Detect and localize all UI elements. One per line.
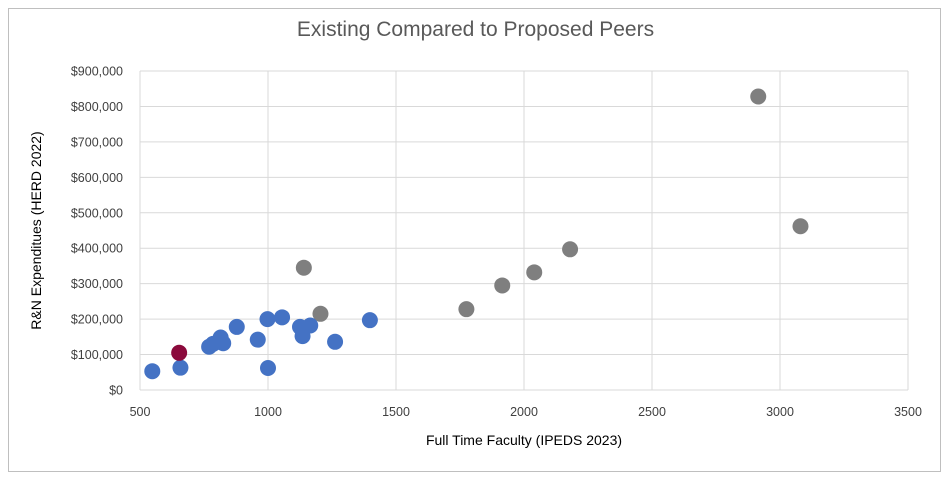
x-tick-labels: 500 1000 1500 2000 2500 3000 3500 [130,405,922,419]
data-point [228,318,245,335]
data-point [260,360,276,377]
data-point [312,305,329,322]
data-point [249,331,266,348]
data-point [792,218,809,235]
y-tick-label: $100,000 [71,348,123,362]
y-tick-label: $800,000 [71,100,123,114]
data-point [750,88,767,105]
chart-frame [8,8,941,472]
data-point [295,259,312,276]
grid-lines [139,70,909,391]
data-point [327,333,344,350]
data-point [274,309,291,326]
y-tick-label: $700,000 [71,135,123,149]
data-point [144,363,161,380]
data-point [302,317,319,334]
data-point [172,359,189,376]
x-tick-label: 1000 [254,405,282,419]
y-tick-label: $600,000 [71,171,123,185]
data-point [215,335,232,352]
data-point [526,264,543,281]
y-axis-title: R&N Expenditues (HERD 2022) [28,131,44,329]
y-tick-label: $0 [109,384,123,398]
data-point [458,301,475,318]
y-tick-label: $900,000 [71,65,123,79]
chart-title: Existing Compared to Proposed Peers [296,18,655,41]
x-tick-label: 2000 [510,405,538,419]
y-tick-labels: $0 $100,000 $200,000 $300,000 $400,000 $500,0… [71,65,123,398]
y-tick-label: $500,000 [71,206,123,220]
x-tick-label: 3000 [766,405,794,419]
x-tick-label: 500 [130,405,151,419]
data-point [494,277,511,294]
x-tick-label: 1500 [382,405,410,419]
data-point [361,312,378,329]
x-tick-label: 3500 [894,405,922,419]
data-points [144,88,809,380]
y-tick-label: $400,000 [71,242,123,256]
data-point [171,344,188,361]
data-point [259,311,276,328]
x-tick-label: 2500 [638,405,666,419]
y-tick-label: $300,000 [71,277,123,291]
y-tick-label: $200,000 [71,313,123,327]
data-point [562,241,579,258]
x-axis-title: Full Time Faculty (IPEDS 2023) [426,432,622,448]
